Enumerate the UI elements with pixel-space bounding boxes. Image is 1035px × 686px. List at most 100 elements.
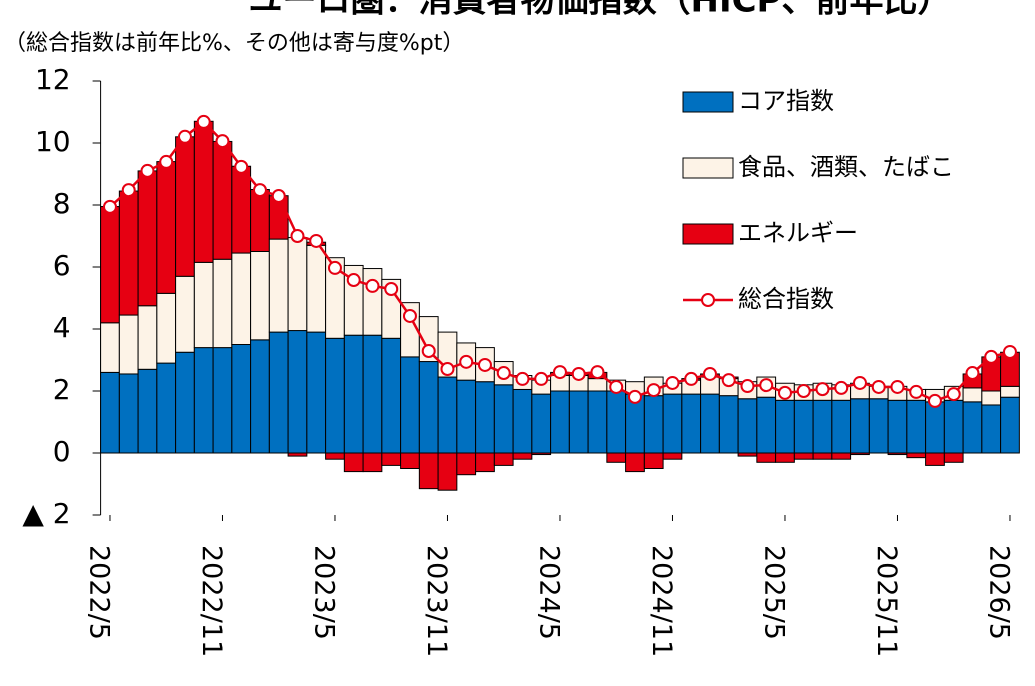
bar-segment: [775, 399, 795, 454]
bar-segment: [962, 401, 983, 454]
bar-segment: [456, 379, 477, 454]
bar-segment: [906, 452, 927, 459]
bar-segment: [156, 161, 177, 294]
bar-segment: [831, 452, 852, 460]
bar-segment: [887, 399, 908, 454]
bar-segment: [175, 275, 195, 353]
bar-segment: [268, 238, 289, 333]
line-marker: [459, 354, 474, 369]
line-marker: [609, 379, 624, 394]
x-label-group: 2024/5: [533, 545, 564, 640]
line-marker: [534, 371, 549, 386]
bar-segment: [662, 452, 683, 460]
x-label-group: 2026/5: [983, 545, 1014, 640]
bar-segment: [250, 251, 270, 341]
bar-segment: [512, 388, 533, 454]
line-marker: [102, 199, 117, 214]
bar-segment: [475, 381, 495, 454]
bar-segment: [812, 452, 833, 460]
bar-segment: [606, 390, 627, 454]
bar-segment: [325, 337, 345, 454]
x-tick-label: 2025/11: [871, 545, 902, 657]
line-marker: [665, 375, 680, 390]
line-marker: [515, 371, 530, 386]
x-label-group: 2022/11: [196, 545, 227, 657]
line-marker: [627, 389, 642, 404]
line-marker: [684, 371, 699, 386]
bar-segment: [512, 452, 533, 460]
bar-segment: [981, 390, 1002, 406]
line-marker: [871, 379, 886, 394]
legend-swatch: [682, 223, 734, 245]
bar-segment: [868, 398, 889, 454]
bar-segment: [550, 390, 570, 454]
line-marker: [890, 379, 905, 394]
bar-segment: [925, 452, 945, 466]
y-tick-label: 0: [53, 435, 71, 468]
bar-segment: [268, 331, 289, 454]
x-tick-label: 2023/5: [308, 545, 339, 640]
line-marker: [552, 365, 567, 380]
line-marker: [421, 344, 436, 359]
line-marker: [590, 365, 605, 380]
line-marker: [571, 366, 586, 381]
bar-segment: [625, 452, 645, 473]
bar-segment: [437, 452, 458, 491]
bar-segment: [850, 398, 870, 454]
x-tick-label: 2024/11: [646, 545, 677, 657]
legend-swatch: [682, 91, 734, 113]
bar-segment: [493, 384, 514, 454]
bar-segment: [587, 378, 608, 392]
chart-subtitle: （総合指数は前年比%、その他は寄与度%pt）: [4, 31, 464, 56]
bar-segment: [531, 393, 552, 454]
bar-segment: [118, 314, 139, 375]
y-tick-label: 6: [53, 249, 71, 282]
bar-segment: [475, 452, 495, 473]
bar-segment: [250, 339, 270, 454]
legend-label: 食品、酒類、たばこ: [738, 153, 954, 181]
line-marker: [777, 385, 792, 400]
legend-label: エネルギー: [738, 219, 858, 247]
line-marker: [834, 380, 849, 395]
bar-segment: [212, 140, 233, 260]
line-marker: [759, 378, 774, 393]
line-marker: [327, 260, 342, 275]
legend-swatch: [682, 157, 734, 179]
y-tick-label: 8: [53, 187, 71, 220]
line-marker: [234, 159, 249, 174]
bar-segment: [643, 452, 664, 469]
legend-label: コア指数: [738, 87, 834, 115]
bar-segment: [793, 452, 814, 460]
bar-segment: [137, 368, 158, 454]
bar-segment: [400, 356, 420, 454]
bar-segment: [418, 361, 439, 454]
bar-segment: [456, 452, 477, 476]
line-marker: [121, 183, 136, 198]
line-marker: [196, 114, 211, 129]
bar-segment: [793, 399, 814, 454]
line-marker: [290, 229, 305, 243]
bar-segment: [175, 136, 195, 277]
bar-segment: [681, 393, 702, 454]
line-marker: [496, 366, 511, 381]
x-tick-label: 2022/11: [196, 545, 227, 657]
line-marker: [402, 308, 417, 323]
line-marker: [159, 154, 174, 169]
y-tick-label: ▲ 2: [22, 497, 70, 530]
y-tick-label: 2: [53, 373, 71, 406]
bar-segment: [193, 261, 214, 349]
line-marker: [384, 282, 399, 297]
bar-segment: [737, 398, 758, 454]
bar-segment: [718, 395, 739, 454]
y-tick-label: 10: [35, 125, 71, 158]
bar-segment: [418, 452, 439, 490]
bar-segment: [343, 452, 364, 473]
bar-segment: [662, 393, 683, 454]
line-marker: [215, 134, 230, 149]
x-label-group: 2023/5: [308, 545, 339, 640]
line-marker: [909, 384, 924, 399]
bar-segment: [362, 452, 383, 473]
bar-segment: [156, 362, 177, 454]
bar-segment: [231, 252, 252, 345]
bar-segment: [381, 337, 402, 454]
